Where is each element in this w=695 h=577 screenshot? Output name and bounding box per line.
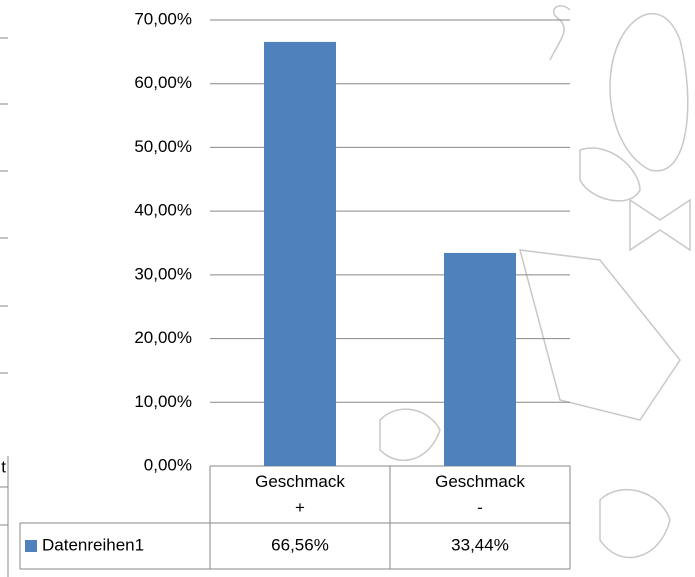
fragment-text: t <box>1 457 6 476</box>
y-tick-label: 10,00% <box>134 392 192 411</box>
y-tick-label: 50,00% <box>134 137 192 156</box>
bar <box>444 252 516 466</box>
bar <box>264 41 336 466</box>
table-value: 66,56% <box>271 535 329 554</box>
y-tick-label: 60,00% <box>134 73 192 92</box>
x-tick-label: Geschmack + <box>255 472 345 517</box>
y-tick-label: 0,00% <box>144 455 192 474</box>
y-tick-label: 20,00% <box>134 328 192 347</box>
x-tick-label: Geschmack - <box>435 472 525 517</box>
legend-swatch <box>25 540 37 552</box>
y-tick-label: 30,00% <box>134 264 192 283</box>
y-tick-label: 40,00% <box>134 201 192 220</box>
background-doodles <box>379 5 691 559</box>
table-value: 33,44% <box>451 535 509 554</box>
legend-label: Datenreihen1 <box>42 535 144 554</box>
y-tick-label: 70,00% <box>134 9 192 28</box>
left-fragment-lines <box>0 37 9 577</box>
